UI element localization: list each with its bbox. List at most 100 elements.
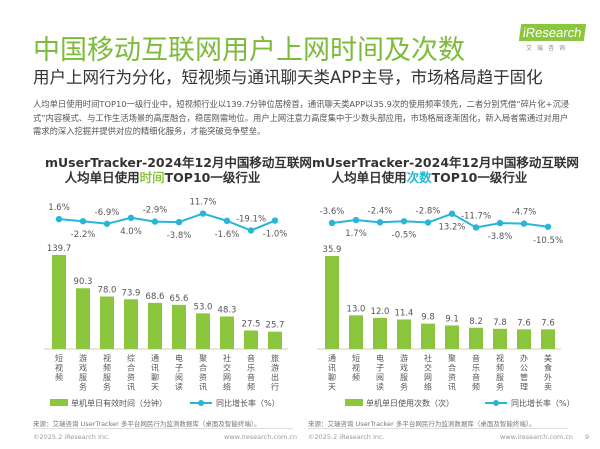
bar-label: 7.6 bbox=[541, 318, 555, 328]
growth-point bbox=[223, 217, 231, 225]
bar bbox=[469, 327, 483, 349]
bar-label: 13.0 bbox=[347, 304, 366, 314]
category-label: 电子阅读 bbox=[175, 353, 183, 392]
legend-line-marker bbox=[493, 400, 499, 406]
chart-title-line2: 人均单日使用时间TOP10一级行业 bbox=[45, 170, 280, 185]
page-title: 中国移动互联网用户上网时间及次数 bbox=[33, 35, 465, 66]
bar-label: 73.9 bbox=[122, 288, 141, 298]
bar bbox=[445, 325, 459, 349]
growth-point bbox=[496, 219, 504, 227]
chart-title-line1: mUserTracker-2024年12月中国移动互联网 bbox=[312, 155, 579, 170]
growth-point bbox=[424, 219, 432, 226]
category-label: 音乐音频 bbox=[472, 353, 480, 392]
growth-line bbox=[58, 212, 276, 232]
page-subtitle: 用户上网行为分化，短视频与通讯聊天类APP主导，市场格局趋于固化 bbox=[33, 68, 543, 87]
category-label: 通讯聊天 bbox=[328, 353, 336, 392]
growth-point bbox=[127, 214, 135, 221]
bar-label: 25.7 bbox=[266, 321, 285, 331]
chart-title-count: mUserTracker-2024年12月中国移动互联网 人均单日使用次数TOP… bbox=[312, 155, 579, 185]
growth-label: 11.7% bbox=[189, 198, 216, 208]
source-left: 来源：艾瑞咨询 UserTracker 多平台网民行为监测数据库（桌面及智能终端… bbox=[33, 420, 261, 428]
divider bbox=[33, 428, 293, 429]
growth-label: 1.6% bbox=[48, 203, 70, 213]
chart-title-line2: 人均单日使用次数TOP10一级行业 bbox=[312, 170, 547, 185]
bar-label: 12.0 bbox=[371, 307, 390, 317]
growth-point bbox=[271, 217, 279, 224]
bar-label: 9.8 bbox=[421, 313, 435, 323]
growth-label: -2.8% bbox=[416, 207, 441, 217]
website: www.iresearch.com.cn bbox=[500, 433, 574, 441]
copyright: ©2025.2 iResearch Inc. bbox=[308, 433, 385, 441]
chart-title-line1: mUserTracker-2024年12月中国移动互联网 bbox=[45, 155, 312, 170]
growth-label: -3.8% bbox=[488, 232, 513, 242]
title-post: TOP10一级行业 bbox=[431, 170, 528, 185]
source-right: 来源：艾瑞咨询 UserTracker 多平台网民行为监测数据库（桌面及智能终端… bbox=[308, 420, 536, 428]
category-label: 社交网络 bbox=[424, 353, 432, 392]
growth-point bbox=[55, 215, 63, 223]
bar-label: 9.1 bbox=[445, 314, 459, 324]
title-post: TOP10一级行业 bbox=[164, 170, 261, 185]
growth-point bbox=[151, 218, 159, 225]
bar bbox=[100, 296, 114, 349]
legend-line-marker bbox=[198, 400, 204, 406]
bar bbox=[397, 319, 411, 349]
bar bbox=[268, 331, 282, 349]
growth-point bbox=[376, 219, 384, 226]
growth-label: -10.5% bbox=[533, 236, 563, 246]
category-label: 聚合资讯 bbox=[199, 354, 207, 392]
growth-point bbox=[247, 227, 255, 234]
legend-line: 同比增长率（%） bbox=[511, 398, 575, 408]
bar bbox=[196, 313, 210, 349]
bar-label: 11.4 bbox=[395, 308, 414, 318]
bar bbox=[172, 304, 186, 349]
bar-label: 139.7 bbox=[47, 244, 71, 254]
growth-point bbox=[328, 219, 336, 227]
category-label: 短视频 bbox=[352, 353, 360, 382]
bar bbox=[493, 328, 507, 349]
bar-label: 7.8 bbox=[493, 318, 507, 328]
divider bbox=[308, 428, 568, 429]
bar-label: 68.6 bbox=[146, 292, 165, 302]
title-highlight: 时间 bbox=[139, 170, 165, 185]
logo-sub: 艾瑞咨询 bbox=[526, 45, 571, 52]
growth-point bbox=[520, 220, 528, 227]
category-label: 短视频 bbox=[55, 353, 63, 382]
growth-point bbox=[472, 224, 480, 231]
bar bbox=[373, 317, 387, 349]
growth-label: -19.1% bbox=[236, 215, 266, 225]
bar-label: 90.3 bbox=[74, 277, 93, 287]
iresearch-logo: iResearch 艾瑞咨询 bbox=[518, 22, 586, 52]
growth-label: 4.0% bbox=[120, 227, 142, 237]
growth-label: -2.9% bbox=[143, 206, 168, 216]
bar-label: 35.9 bbox=[323, 245, 342, 255]
title-highlight: 次数 bbox=[406, 170, 432, 185]
category-label: 音乐音频 bbox=[247, 353, 255, 392]
legend-line: 同比增长率（%） bbox=[216, 398, 280, 408]
growth-label: -0.5% bbox=[392, 230, 417, 240]
bar bbox=[541, 329, 555, 349]
legend-bar: 单机单日有效时间（分钟） bbox=[71, 398, 167, 408]
category-label: 通讯聊天 bbox=[151, 353, 159, 392]
chart-title-time: mUserTracker-2024年12月中国移动互联网 人均单日使用时间TOP… bbox=[45, 155, 312, 185]
category-label: 美食外卖 bbox=[544, 353, 552, 392]
bar-label: 27.5 bbox=[242, 319, 261, 329]
category-label: 游戏服务 bbox=[400, 353, 408, 392]
category-label: 旅游出行 bbox=[271, 353, 279, 392]
title-pre: 人均单日使用 bbox=[64, 170, 140, 185]
category-label: 视频服务 bbox=[496, 353, 504, 392]
category-label: 综合资讯 bbox=[127, 353, 135, 392]
bar bbox=[76, 288, 90, 349]
bar bbox=[421, 323, 435, 349]
growth-label: -4.7% bbox=[512, 208, 537, 218]
bar-label: 78.0 bbox=[98, 286, 117, 296]
bar-label: 53.0 bbox=[194, 302, 213, 312]
bar-label: 65.6 bbox=[170, 294, 189, 304]
category-label: 电子阅读 bbox=[376, 353, 384, 392]
growth-point bbox=[448, 210, 456, 217]
legend-bar-swatch bbox=[50, 399, 68, 406]
bar bbox=[517, 329, 531, 349]
legend-bar: 单机单日使用次数（次） bbox=[366, 398, 454, 408]
title-pre: 人均单日使用 bbox=[331, 170, 407, 185]
